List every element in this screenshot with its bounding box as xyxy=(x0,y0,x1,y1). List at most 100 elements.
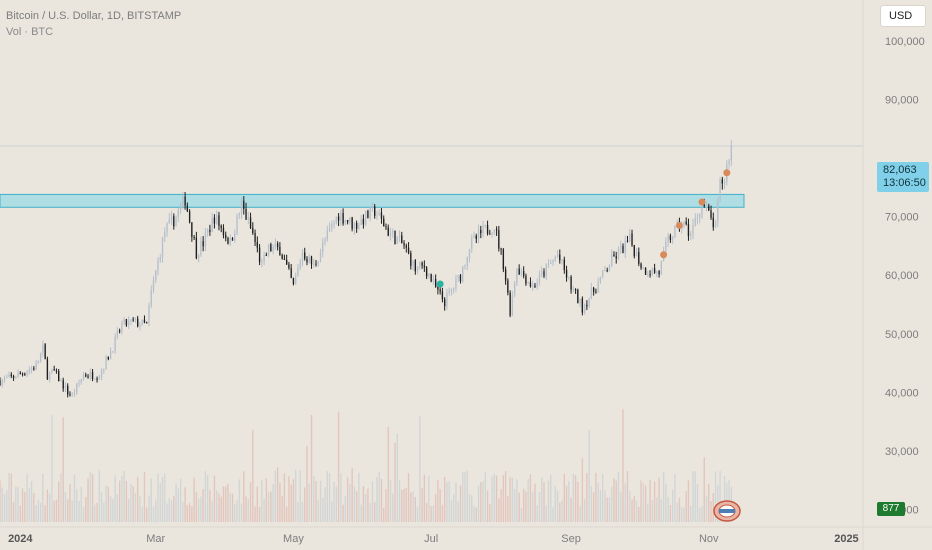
candle xyxy=(653,263,656,274)
candle xyxy=(448,287,450,296)
candle xyxy=(216,210,218,225)
candle xyxy=(611,249,613,267)
candle xyxy=(425,266,428,280)
candle xyxy=(346,219,349,225)
volume-bar xyxy=(651,500,654,522)
candle xyxy=(615,251,617,264)
volume-bar xyxy=(443,476,446,522)
candle xyxy=(130,318,132,325)
candle xyxy=(443,297,446,311)
candle xyxy=(572,286,575,293)
volume-indicator-label[interactable]: Vol · BTC xyxy=(6,26,54,38)
volume-bar xyxy=(493,473,496,522)
candle xyxy=(337,213,340,227)
volume-bar xyxy=(85,496,87,522)
candle xyxy=(105,354,107,370)
symbol-title[interactable]: Bitcoin / U.S. Dollar, 1D, BITSTAMP xyxy=(6,10,182,22)
candle xyxy=(631,229,633,247)
candle xyxy=(563,256,565,274)
volume-bar xyxy=(87,478,89,522)
candle xyxy=(137,315,139,328)
volume-bar xyxy=(572,473,575,522)
volume-bar xyxy=(685,491,687,522)
tradingview-logo-icon[interactable] xyxy=(713,500,741,522)
candle xyxy=(166,222,168,237)
volume-bar xyxy=(220,496,222,522)
volume-bar xyxy=(498,498,500,522)
candle xyxy=(87,374,89,379)
candle xyxy=(527,281,529,285)
volume-bar xyxy=(450,500,453,522)
volume-bar xyxy=(606,497,608,522)
candle xyxy=(624,235,626,259)
last-price-value: 82,063 xyxy=(883,164,917,176)
candle xyxy=(638,247,640,267)
volume-bar xyxy=(710,501,712,522)
volume-bar xyxy=(44,505,46,522)
candle xyxy=(256,236,258,253)
volume-bar xyxy=(67,499,69,522)
candle xyxy=(674,224,676,239)
volume-bar xyxy=(597,482,599,522)
signal-markers xyxy=(436,169,731,288)
candle xyxy=(295,272,297,285)
volume-bar xyxy=(541,477,543,522)
volume-bar xyxy=(642,483,644,522)
candle xyxy=(39,352,42,363)
volume-bar xyxy=(283,473,286,522)
candle xyxy=(450,288,453,296)
candle xyxy=(586,300,588,311)
volume-bar xyxy=(425,503,428,522)
volume-bar xyxy=(462,471,464,522)
candle xyxy=(173,213,175,230)
volume-bar xyxy=(579,505,581,522)
volume-bar xyxy=(602,473,604,522)
candle xyxy=(511,290,514,317)
candle xyxy=(186,202,189,213)
candle xyxy=(710,205,712,220)
volume-bar xyxy=(328,472,331,522)
volume-bar xyxy=(48,493,51,522)
volume-bar xyxy=(565,485,568,522)
candle xyxy=(245,202,247,220)
volume-bar xyxy=(55,499,58,522)
candle xyxy=(51,368,53,374)
signal-marker xyxy=(675,221,683,229)
volume-bar xyxy=(468,493,471,522)
volume-bar xyxy=(590,486,593,522)
volume-bar xyxy=(581,458,584,522)
volume-bar xyxy=(200,496,202,522)
currency-button[interactable]: USD xyxy=(880,5,926,27)
time-axis-label: Jul xyxy=(424,533,438,545)
candle xyxy=(608,264,611,272)
candle xyxy=(33,365,35,371)
candle xyxy=(229,234,231,247)
candle xyxy=(694,213,696,227)
volume-bar xyxy=(35,505,37,522)
volume-bar xyxy=(547,480,550,522)
volume-bar xyxy=(21,488,24,522)
volume-bar xyxy=(504,470,507,522)
volume-bar xyxy=(536,505,538,522)
candle xyxy=(71,392,73,398)
volume-bar xyxy=(656,497,658,522)
volume-bar xyxy=(477,485,480,522)
time-axis-label: May xyxy=(283,533,304,545)
volume-bar xyxy=(412,491,414,522)
volume-bar xyxy=(665,483,667,522)
candle xyxy=(464,264,466,270)
time-axis[interactable]: 2024 Mar May Jul Sep Nov 2025 xyxy=(8,533,859,545)
candle xyxy=(620,240,622,254)
volume-bar xyxy=(690,505,692,522)
volume-bar xyxy=(209,490,211,522)
volume-bar xyxy=(543,481,545,522)
candle xyxy=(236,213,238,236)
candle xyxy=(660,260,663,276)
candle xyxy=(143,315,146,324)
candle xyxy=(328,222,331,232)
volume-bar xyxy=(401,490,403,522)
volume-bar xyxy=(26,473,28,522)
candle xyxy=(73,389,76,397)
